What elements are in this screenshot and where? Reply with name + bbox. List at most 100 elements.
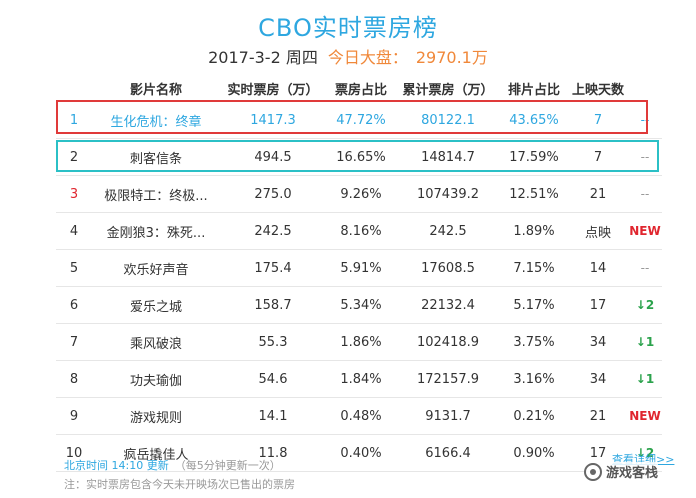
cell-days: 21 [568,397,628,435]
date-label: 2017-3-2 周四 [208,48,318,67]
cell-days: 34 [568,323,628,361]
trend-down-icon: ↓2 [628,286,662,324]
cell-realtime-box: 55.3 [220,323,326,361]
cell-rank: 5 [56,249,92,287]
box-office-table: 影片名称 实时票房（万） 票房占比 累计票房（万） 排片占比 上映天数 1 生化危… [56,74,662,472]
header-schedule: 排片占比 [507,82,560,98]
cell-schedule-share: 0.90% [500,434,568,472]
cell-rank: 6 [56,286,92,324]
table-row[interactable]: 2 刺客信条 494.5 16.65% 14814.7 17.59% 7 -- [56,138,662,176]
cell-total-box: 107439.2 [396,175,500,213]
cell-box-share: 9.26% [326,175,396,213]
cell-box-share: 47.72% [326,102,396,139]
wechat-logo-icon [584,462,602,481]
cell-total-box: 17608.5 [396,249,500,287]
cell-days: 点映 [568,212,628,250]
cell-trend: -- [628,102,662,139]
table-row[interactable]: 4 金刚狼3：殊死... 242.5 8.16% 242.5 1.89% 点映 NEW [56,212,662,250]
cell-schedule-share: 1.89% [500,212,568,250]
cell-realtime-box: 14.1 [220,397,326,435]
cell-total-box: 102418.9 [396,323,500,361]
cell-schedule-share: 17.59% [500,138,568,176]
date-and-market: 2017-3-2 周四 今日大盘： 2970.1万 [0,44,696,68]
cell-box-share: 1.86% [326,323,396,361]
watermark: 游戏客栈 [584,462,659,481]
cell-total-box: 14814.7 [396,138,500,176]
table-row[interactable]: 8 功夫瑜伽 54.6 1.84% 172157.9 3.16% 34 ↓1 [56,360,662,398]
cell-trend: NEW [628,397,662,435]
cell-trend: -- [628,138,662,176]
cell-box-share: 5.91% [326,249,396,287]
cell-box-share: 5.34% [326,286,396,324]
cell-rank: 9 [56,397,92,435]
cell-film-name: 疯岳撬佳人 [92,434,220,472]
cell-total-box: 80122.1 [396,102,500,139]
cell-film-name: 游戏规则 [92,397,220,435]
cell-film-name: 爱乐之城 [92,286,220,324]
cell-days: 21 [568,175,628,213]
header-realtime: 实时票房（万） [227,82,319,98]
table-row[interactable]: 1 生化危机：终章 1417.3 47.72% 80122.1 43.65% 7 -- [56,102,662,139]
cell-rank: 10 [56,434,92,472]
cell-film-name: 金刚狼3：殊死... [92,212,220,250]
table-row[interactable]: 10 疯岳撬佳人 11.8 0.40% 6166.4 0.90% 17 ↓2 [56,434,662,472]
header-total: 累计票房（万） [402,82,494,98]
cell-schedule-share: 5.17% [500,286,568,324]
cell-rank: 4 [56,212,92,250]
cell-film-name: 刺客信条 [92,138,220,176]
cell-film-name: 生化危机：终章 [92,102,220,139]
cell-trend: -- [628,249,662,287]
cell-schedule-share: 0.21% [500,397,568,435]
cell-box-share: 0.48% [326,397,396,435]
header-share: 票房占比 [334,82,387,98]
cell-days: 17 [568,286,628,324]
update-note: （每5分钟更新一次） [174,459,281,472]
header-trend [628,74,662,102]
header-name: 影片名称 [129,82,182,98]
cell-film-name: 欢乐好声音 [92,249,220,287]
cell-realtime-box: 158.7 [220,286,326,324]
cell-rank: 1 [56,102,92,139]
table-row[interactable]: 6 爱乐之城 158.7 5.34% 22132.4 5.17% 17 ↓2 [56,286,662,324]
cell-rank: 3 [56,175,92,213]
cell-total-box: 242.5 [396,212,500,250]
cell-total-box: 6166.4 [396,434,500,472]
trend-down-icon: ↓1 [628,323,662,361]
cell-days: 7 [568,138,628,176]
market-label: 今日大盘： [327,48,408,67]
cell-schedule-share: 43.65% [500,102,568,139]
table-row[interactable]: 9 游戏规则 14.1 0.48% 9131.7 0.21% 21 NEW [56,397,662,435]
cell-total-box: 9131.7 [396,397,500,435]
cell-box-share: 1.84% [326,360,396,398]
cell-box-share: 8.16% [326,212,396,250]
table-header: 影片名称 实时票房（万） 票房占比 累计票房（万） 排片占比 上映天数 [56,74,662,102]
cell-realtime-box: 494.5 [220,138,326,176]
cell-film-name: 极限特工：终极... [92,175,220,213]
cell-realtime-box: 242.5 [220,212,326,250]
market-value: 2970.1万 [415,48,488,67]
header-rank [56,74,92,102]
table-row[interactable]: 7 乘风破浪 55.3 1.86% 102418.9 3.75% 34 ↓1 [56,323,662,361]
cell-schedule-share: 3.75% [500,323,568,361]
cell-total-box: 172157.9 [396,360,500,398]
table-row[interactable]: 3 极限特工：终极... 275.0 9.26% 107439.2 12.51% 21 -- [56,175,662,213]
cell-film-name: 乘风破浪 [92,323,220,361]
cell-days: 7 [568,102,628,139]
page-title: CBO实时票房榜 [258,14,438,42]
cell-rank: 7 [56,323,92,361]
cell-realtime-box: 175.4 [220,249,326,287]
cell-total-box: 22132.4 [396,286,500,324]
cell-box-share: 16.65% [326,138,396,176]
update-time: 北京时间 14:10 更新 [64,459,169,472]
cell-trend: NEW [628,212,662,250]
cell-rank: 2 [56,138,92,176]
cell-realtime-box: 11.8 [220,434,326,472]
cell-box-share: 0.40% [326,434,396,472]
trend-down-icon: ↓1 [628,360,662,398]
cell-realtime-box: 275.0 [220,175,326,213]
table-row[interactable]: 5 欢乐好声音 175.4 5.91% 17608.5 7.15% 14 -- [56,249,662,287]
header-days: 上映天数 [571,82,624,98]
cell-days: 34 [568,360,628,398]
footnote: 注：实时票房包含今天未开映场次已售出的票房 [64,478,295,491]
cell-realtime-box: 54.6 [220,360,326,398]
